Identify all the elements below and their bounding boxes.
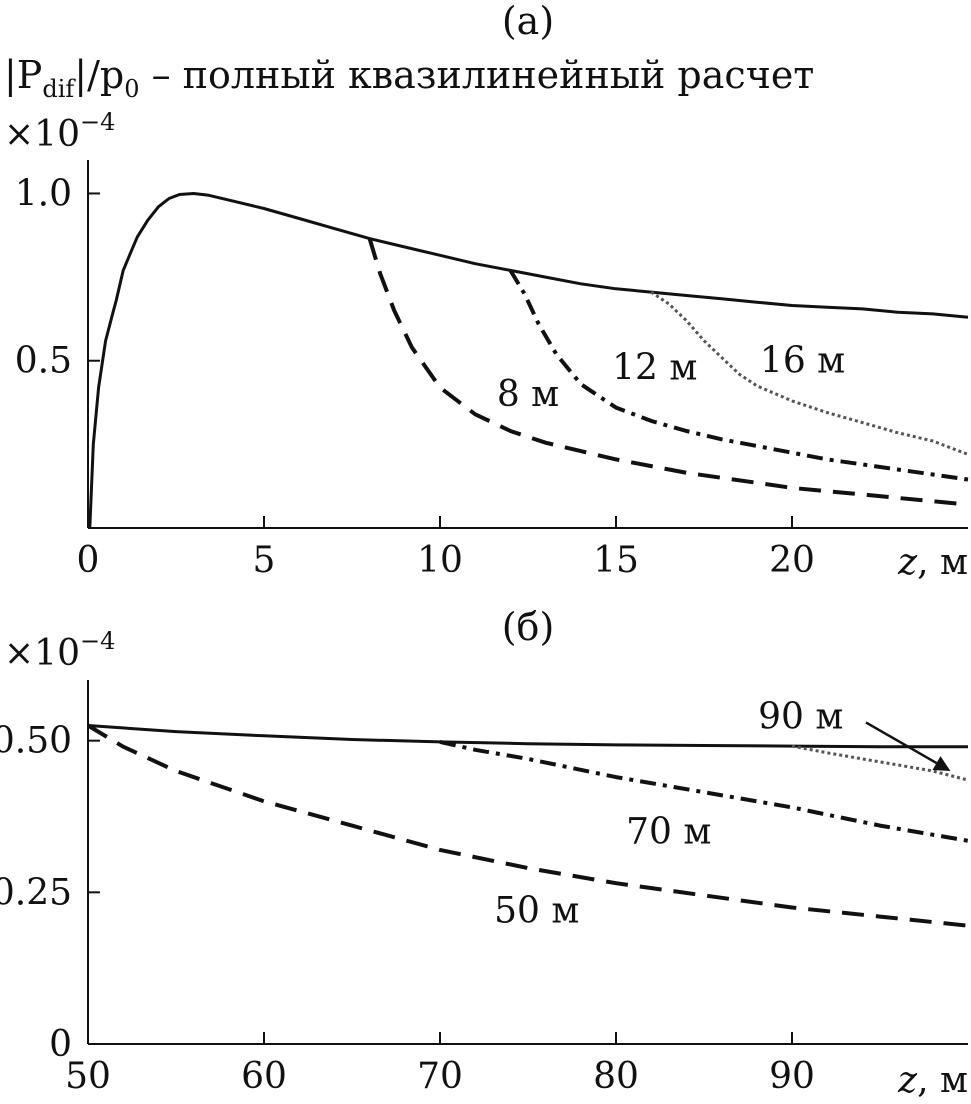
curve-label: 8 м — [497, 374, 559, 415]
panel-b-x-axis-label: z, м — [897, 1060, 968, 1101]
panel-a-annotations: 8 м 12 м 16 м — [497, 341, 845, 415]
series-line-dotted — [650, 290, 969, 456]
panel-b-y-scale-exp: −4 — [80, 627, 115, 655]
title-sub-2: 0 — [124, 75, 139, 103]
title-sub-1: dif — [42, 75, 76, 103]
x-tick-label: 90 — [769, 1056, 815, 1097]
panel-b-plot: 50 60 70 80 90 0 0.25 0.50 70 м 50 м 90 м z, м — [0, 680, 969, 1101]
panel-b-label: (б) — [502, 605, 555, 649]
arrow-90m — [865, 721, 938, 765]
y-tick-label: 0 — [49, 1024, 72, 1065]
curve-label: 16 м — [760, 341, 845, 382]
y-tick-label: 0.25 — [0, 872, 72, 913]
title-mid: |/p — [74, 53, 124, 97]
curve-label: 12 м — [612, 347, 697, 388]
panel-a-y-scale-base: ×10 — [4, 114, 80, 155]
x-tick-label: 70 — [417, 1056, 463, 1097]
panel-b-series — [86, 723, 969, 928]
panel-a-y-scale: ×10−4 — [4, 108, 115, 155]
panel-a-x-unit: , м — [917, 542, 968, 583]
panel-a-x-var: z — [897, 542, 918, 583]
panel-b-x-unit: , м — [917, 1060, 968, 1101]
y-tick-label: 0.5 — [15, 341, 72, 382]
series-line-dashdot — [508, 269, 969, 482]
x-tick-label: 60 — [241, 1056, 287, 1097]
series-line-dashed — [86, 723, 969, 928]
panel-b-y-scale-base: ×10 — [4, 633, 80, 674]
series-line-solid — [87, 724, 968, 749]
x-tick-label: 20 — [769, 540, 815, 581]
x-tick-label: 0 — [77, 540, 100, 581]
title-tail: – полный квазилинейный расчет — [140, 53, 815, 97]
panel-b-y-scale: ×10−4 — [4, 627, 115, 674]
curve-label: 90 м — [758, 696, 843, 737]
panel-a-series — [88, 192, 969, 529]
panel-a-plot: 0 5 10 15 20 0.5 1.0 8 м 12 м 16 м z, м — [15, 160, 969, 583]
panel-a-x-axis-label: z, м — [897, 542, 968, 583]
panel-a-label: (а) — [502, 0, 554, 43]
title-lead: |P — [4, 53, 42, 97]
y-tick-label: 1.0 — [15, 173, 72, 214]
y-tick-label: 0.50 — [0, 721, 72, 762]
curve-label: 70 м — [626, 812, 711, 853]
x-tick-label: 10 — [417, 540, 463, 581]
panel-b-x-var: z — [897, 1060, 918, 1101]
panel-b-annotations: 70 м 50 м 90 м — [494, 696, 843, 931]
series-line-solid — [88, 192, 969, 529]
x-tick-label: 80 — [593, 1056, 639, 1097]
series-line-dashdot — [439, 739, 969, 843]
x-tick-label: 5 — [253, 540, 276, 581]
x-tick-label: 50 — [65, 1056, 111, 1097]
x-tick-label: 15 — [593, 540, 639, 581]
series-line-dashed — [367, 238, 969, 507]
panel-b-ticks: 50 60 70 80 90 0 0.25 0.50 — [0, 721, 815, 1097]
panel-a-y-scale-exp: −4 — [80, 108, 115, 136]
panel-a-ticks: 0 5 10 15 20 0.5 1.0 — [15, 173, 815, 581]
chart-title: |Pdif|/p0 – полный квазилинейный расчет — [4, 53, 814, 103]
arrow-90m-head-icon — [932, 756, 951, 771]
curve-label: 50 м — [494, 891, 579, 932]
